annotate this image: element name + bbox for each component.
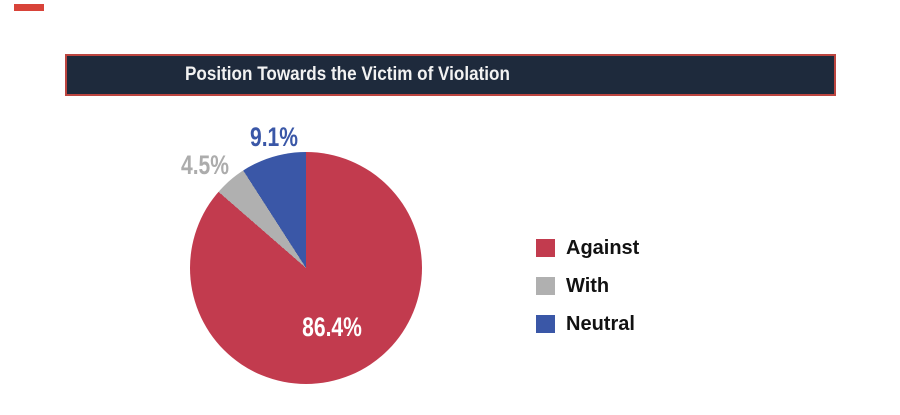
legend-swatch-neutral [536,315,555,333]
legend-item-neutral: Neutral [536,314,639,334]
pie-slice-label-against: 86.4% [302,312,362,342]
chart-title: Position Towards the Victim of Violation [185,64,510,85]
legend-label-with: With [566,275,610,297]
legend-label-against: Against [566,237,640,259]
page-corner-mark [14,4,44,11]
legend-item-with: With [536,276,639,296]
legend-item-against: Against [536,238,639,258]
legend-label-neutral: Neutral [566,313,635,335]
legend-swatch-with [536,277,555,295]
pie-chart [190,152,422,384]
legend-swatch-against [536,239,555,257]
pie-slice-label-neutral: 9.1% [249,122,298,152]
pie-slice-label-with: 4.5% [180,150,229,180]
legend: Against With Neutral [536,238,639,334]
chart-title-banner: Position Towards the Victim of Violation [65,54,836,96]
